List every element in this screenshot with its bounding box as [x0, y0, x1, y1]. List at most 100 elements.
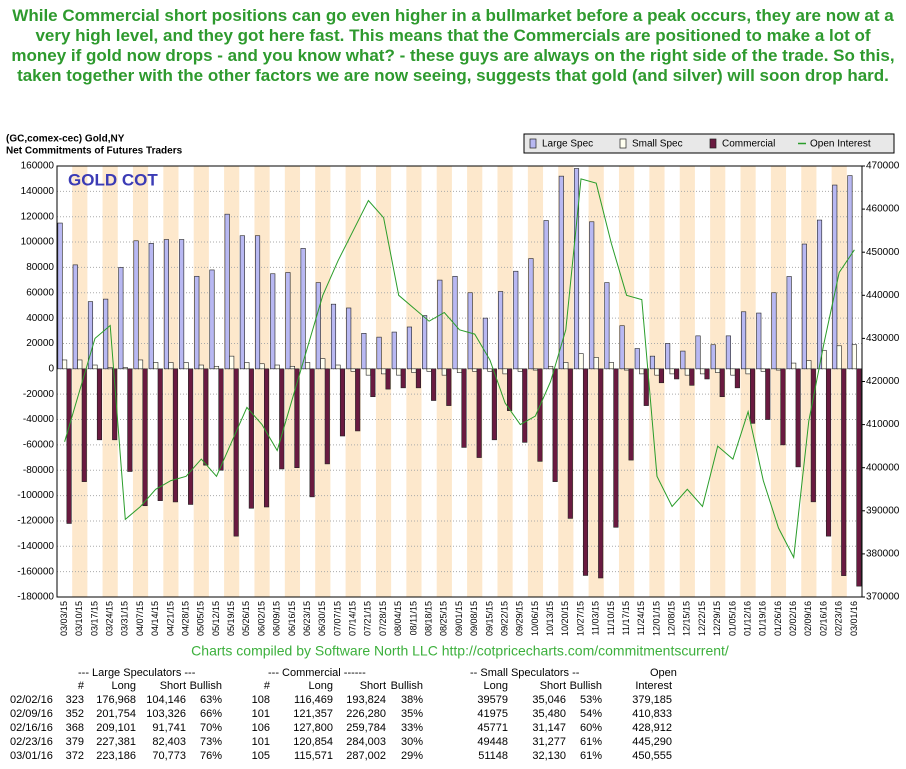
bar — [695, 335, 701, 370]
bar — [194, 275, 200, 370]
x-tick-label: 03/03/15 — [59, 601, 69, 636]
bar — [765, 368, 771, 420]
bar — [203, 368, 209, 466]
bar — [756, 312, 762, 370]
bar — [376, 336, 382, 370]
bar — [841, 368, 847, 576]
table-cell: 259,784 — [346, 722, 386, 734]
table-cell: 116,469 — [294, 694, 333, 706]
bar — [832, 184, 838, 370]
table-cell: 32,130 — [532, 750, 566, 762]
table-cell: 428,912 — [632, 722, 672, 734]
bar — [365, 368, 371, 376]
x-tick-label: 02/16/16 — [818, 601, 828, 636]
bar — [665, 343, 671, 370]
bar — [786, 276, 792, 370]
y2-tick-label: 440000 — [866, 290, 900, 301]
bar — [689, 368, 695, 386]
table-cell: 103,326 — [146, 708, 186, 720]
bar — [309, 368, 315, 498]
table-cell: 284,003 — [346, 736, 386, 748]
bar — [172, 368, 178, 503]
table-cell: 70% — [200, 722, 222, 734]
table-cell: 115,571 — [294, 750, 333, 762]
legend-label: Small Spec — [632, 139, 683, 150]
y-tick-label: -140000 — [17, 541, 54, 552]
x-tick-label: 12/15/15 — [682, 601, 692, 636]
table-cell: 105 — [252, 750, 270, 762]
table-cell: 287,002 — [346, 750, 386, 762]
bar — [502, 368, 508, 375]
x-tick-label: 07/28/15 — [378, 601, 388, 636]
table-cell: 101 — [252, 708, 270, 720]
table-column: Long — [309, 680, 333, 692]
table-group: -- Small Speculators -- — [470, 667, 580, 679]
bar — [209, 269, 215, 370]
stripe — [649, 166, 665, 597]
bar — [467, 292, 473, 370]
y-tick-label: 60000 — [26, 287, 54, 298]
table-cell: 223,186 — [96, 750, 136, 762]
stripe — [375, 166, 392, 597]
bar — [118, 267, 124, 370]
table-cell: 54% — [580, 708, 602, 720]
x-tick-label: 02/09/16 — [803, 601, 813, 636]
table-cell: 70,773 — [152, 750, 186, 762]
legend-swatch — [619, 138, 627, 149]
bar — [422, 315, 428, 370]
y-tick-label: -40000 — [23, 414, 55, 425]
table-column: Interest — [635, 680, 672, 692]
bar — [654, 368, 660, 376]
table-cell: 201,754 — [96, 708, 136, 720]
y2-tick-label: 450000 — [866, 247, 900, 258]
x-tick-label: 05/19/15 — [226, 601, 236, 636]
bar — [335, 364, 341, 370]
bar — [513, 270, 519, 370]
plot-frame — [56, 165, 863, 598]
bar — [355, 368, 361, 432]
table-date: 02/23/16 — [10, 736, 53, 748]
x-tick-label: 12/22/15 — [697, 601, 707, 636]
bar — [498, 291, 504, 370]
y-tick-label: 140000 — [21, 186, 55, 197]
y-tick-label: 100000 — [21, 237, 55, 248]
bar — [239, 235, 245, 370]
bar — [96, 368, 103, 441]
bar — [198, 364, 204, 370]
bar — [821, 349, 827, 370]
y-tick-label: -80000 — [23, 465, 55, 476]
table-cell: 35,480 — [532, 708, 566, 720]
y-tick-label: 160000 — [21, 161, 55, 172]
table-cell: 31,277 — [532, 736, 566, 748]
stripe — [497, 166, 513, 597]
bar — [270, 273, 276, 370]
x-tick-label: 03/31/15 — [120, 601, 130, 636]
x-tick-label: 11/24/15 — [636, 601, 646, 635]
x-tick-label: 09/15/15 — [484, 601, 494, 636]
bar — [795, 368, 801, 468]
table-cell: 352 — [66, 708, 84, 720]
bar — [608, 362, 614, 370]
x-tick-label: 10/20/15 — [560, 601, 570, 636]
table-column: Short — [540, 680, 566, 692]
bar — [153, 362, 159, 370]
table-column: Long — [112, 680, 136, 692]
table: --- Large Speculators --- --- Commercial … — [10, 667, 677, 762]
table-cell: 73% — [200, 736, 222, 748]
stripe — [315, 166, 331, 597]
bar — [168, 362, 174, 370]
bar — [487, 368, 493, 372]
bar — [491, 368, 497, 441]
bar — [315, 282, 321, 370]
bar — [248, 368, 254, 509]
x-tick-label: 12/08/15 — [667, 601, 677, 636]
bar — [847, 175, 853, 370]
stripe — [679, 166, 695, 597]
bar — [604, 282, 610, 370]
bar — [684, 368, 690, 376]
table-column: Short — [360, 680, 386, 692]
bar — [289, 365, 295, 370]
bar — [836, 345, 842, 370]
stripe — [345, 166, 361, 597]
